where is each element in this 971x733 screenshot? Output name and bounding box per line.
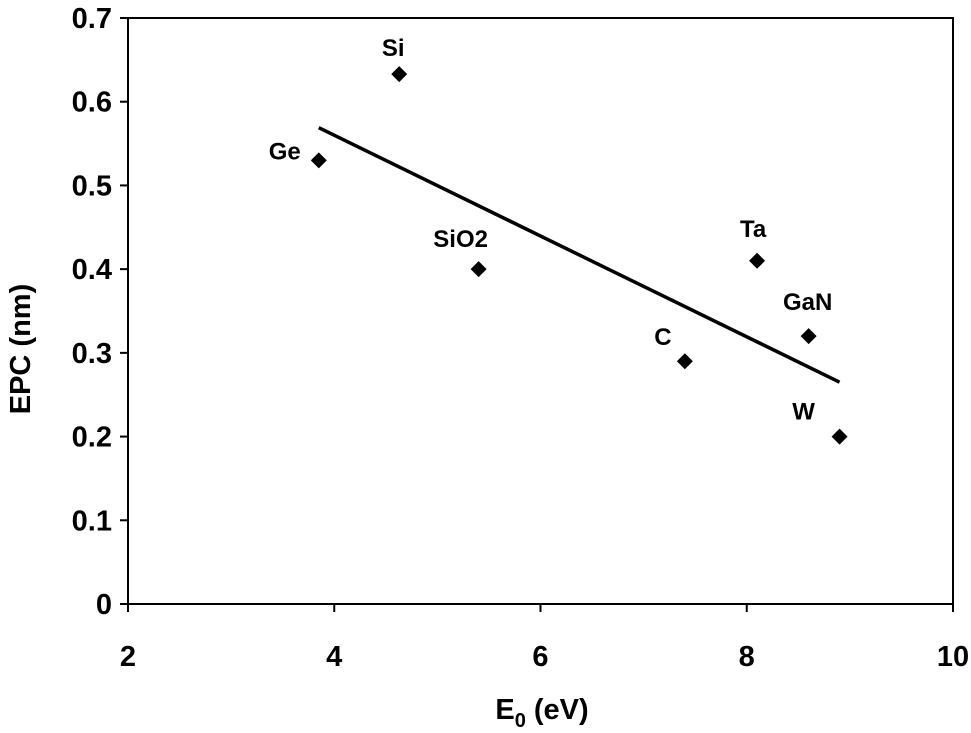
- y-tick-label: 0.5: [72, 170, 112, 202]
- point-label-gan: GaN: [783, 289, 832, 316]
- x-tick-label: 4: [326, 641, 342, 673]
- point-label-w: W: [792, 399, 815, 426]
- y-tick-label: 0.1: [72, 505, 112, 537]
- x-axis-title: E0 (eV): [495, 694, 588, 728]
- x-tick-label: 10: [937, 641, 969, 673]
- y-tick-label: 0.7: [72, 3, 112, 35]
- data-point-ta: [749, 252, 766, 269]
- data-point-c: [676, 353, 693, 370]
- x-tick-label: 6: [532, 641, 548, 673]
- point-label-si: Si: [382, 35, 405, 62]
- x-axis-title-unit: (eV): [526, 694, 589, 726]
- data-point-ge: [310, 152, 327, 169]
- data-point-sio2: [470, 261, 487, 278]
- data-point-si: [391, 66, 408, 83]
- point-label-ge: Ge: [269, 138, 301, 165]
- y-axis-title: EPC (nm): [5, 284, 37, 415]
- trendline: [318, 126, 841, 384]
- y-tick-label: 0.3: [72, 338, 112, 370]
- data-point-gan: [800, 328, 817, 345]
- point-label-c: C: [654, 324, 671, 351]
- y-tick-label: 0.2: [72, 422, 112, 454]
- point-label-ta: Ta: [740, 216, 767, 243]
- y-tick-label: 0.4: [72, 254, 112, 286]
- y-tick-label: 0: [96, 589, 112, 621]
- data-point-w: [831, 428, 848, 445]
- y-tick-label: 0.6: [72, 87, 112, 119]
- x-axis-title-subscript: 0: [515, 710, 526, 728]
- x-tick-label: 8: [739, 641, 755, 673]
- x-axis-title-main: E: [495, 694, 514, 726]
- point-label-sio2: SiO2: [433, 226, 488, 253]
- x-tick-label: 2: [120, 641, 136, 673]
